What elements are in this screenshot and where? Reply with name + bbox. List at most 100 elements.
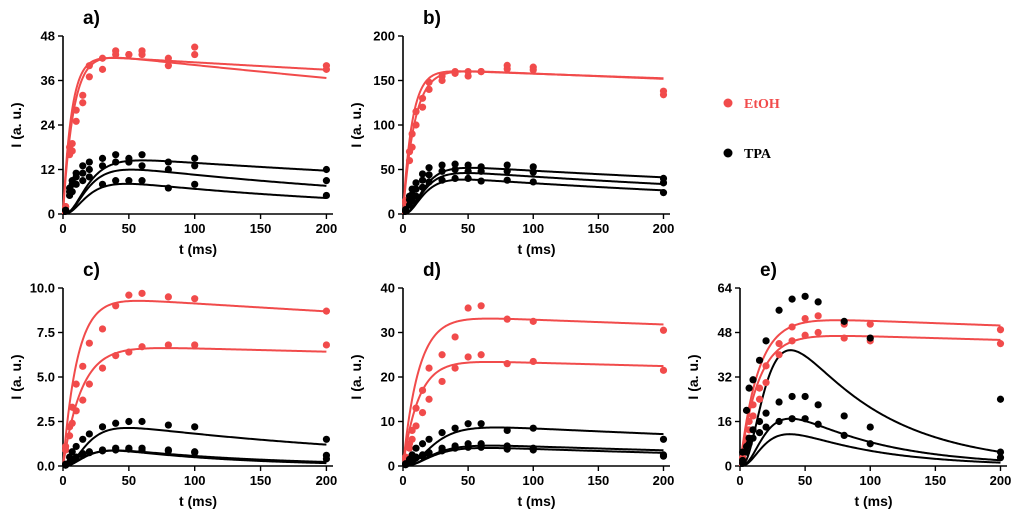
fit-curve (62, 56, 327, 215)
data-point (438, 76, 446, 85)
x-axis-label: t (ms) (517, 493, 555, 509)
legend-label-tpa: TPA (744, 147, 772, 162)
data-point (98, 423, 107, 431)
data-point (477, 68, 485, 76)
data-point (438, 429, 446, 437)
data-point (659, 91, 668, 99)
data-point (749, 412, 757, 420)
data-point (503, 176, 511, 184)
x-axis-label: t (ms) (179, 241, 217, 257)
data-point (322, 455, 331, 463)
data-point (438, 377, 446, 386)
data-point (755, 395, 764, 403)
data-point (477, 443, 485, 451)
legend-marker-etoh (723, 98, 733, 108)
y-axis-label: I (a. u.) (348, 354, 364, 399)
fit-curve (62, 182, 327, 215)
data-point (425, 178, 433, 186)
data-point (191, 295, 199, 303)
data-point (451, 69, 459, 77)
y-tick-label: 5.0 (37, 370, 55, 385)
data-point (72, 407, 80, 415)
data-point (503, 445, 511, 453)
data-point (503, 315, 511, 323)
fit-curve (402, 70, 664, 215)
data-point (477, 351, 485, 359)
y-tick-label: 32 (718, 370, 732, 385)
data-point (814, 298, 822, 306)
y-tick-label: 0 (48, 207, 55, 222)
panel-label: c) (83, 260, 100, 281)
data-point (775, 306, 783, 314)
data-point (745, 384, 753, 392)
data-point (801, 392, 809, 401)
data-point (79, 451, 87, 459)
data-point (412, 444, 420, 452)
data-point (138, 289, 146, 297)
data-point (464, 161, 472, 169)
data-point (112, 419, 120, 427)
x-tick-label: 50 (122, 473, 136, 488)
data-point (659, 326, 668, 334)
data-point (438, 351, 446, 359)
legend: EtOH TPA (723, 97, 780, 162)
data-point (418, 452, 427, 460)
data-point (659, 189, 668, 197)
data-point (418, 440, 427, 448)
data-point (405, 444, 414, 452)
data-point (164, 165, 172, 174)
x-tick-label: 150 (588, 221, 610, 236)
data-point (866, 320, 874, 328)
data-point (72, 180, 80, 188)
y-tick-label: 10 (381, 414, 395, 429)
data-point (72, 106, 80, 114)
x-tick-label: 100 (184, 473, 206, 488)
y-tick-label: 150 (373, 73, 395, 88)
data-point (98, 325, 107, 333)
data-point (112, 158, 120, 166)
data-point (79, 435, 87, 443)
data-point (775, 351, 783, 359)
data-point (191, 341, 199, 349)
y-tick-label: 0 (725, 459, 732, 474)
data-point (477, 177, 485, 185)
data-point (85, 62, 93, 70)
fit-curve (62, 449, 327, 467)
data-point (322, 435, 331, 443)
x-axis-label: t (ms) (517, 241, 555, 257)
data-point (412, 179, 420, 187)
data-point (112, 177, 120, 185)
data-point (996, 448, 1005, 456)
data-point (405, 157, 414, 165)
x-tick-label: 150 (250, 221, 272, 236)
data-point (801, 292, 809, 300)
y-tick-label: 64 (718, 281, 733, 296)
y-tick-label: 50 (381, 162, 395, 177)
data-point (85, 380, 93, 388)
data-point (125, 445, 133, 453)
data-point (814, 401, 822, 409)
data-point (866, 423, 874, 431)
panel-b: 0 50 100 150 200 0 50 100 150 200 t (ms) I (a. u.) b… (348, 8, 674, 257)
data-point (659, 435, 668, 443)
data-point (762, 423, 770, 431)
x-tick-label: 50 (122, 221, 136, 236)
x-tick-label: 200 (316, 473, 338, 488)
data-point (866, 440, 874, 448)
panel-d: 0 50 100 150 200 0 10 20 30 40 t (ms) I (a. u.) d) (348, 260, 674, 509)
x-tick-label: 0 (59, 473, 66, 488)
data-point (503, 426, 511, 434)
data-point (85, 449, 93, 457)
data-point (418, 170, 427, 178)
data-point (112, 50, 120, 59)
data-point (79, 169, 87, 177)
fit-curve (62, 426, 327, 467)
data-point (322, 307, 331, 315)
x-tick-label: 150 (250, 473, 272, 488)
data-point (438, 167, 446, 175)
data-point (322, 191, 331, 200)
data-point (788, 337, 796, 345)
data-point (322, 65, 331, 73)
data-point (425, 171, 433, 179)
data-point (840, 317, 848, 325)
